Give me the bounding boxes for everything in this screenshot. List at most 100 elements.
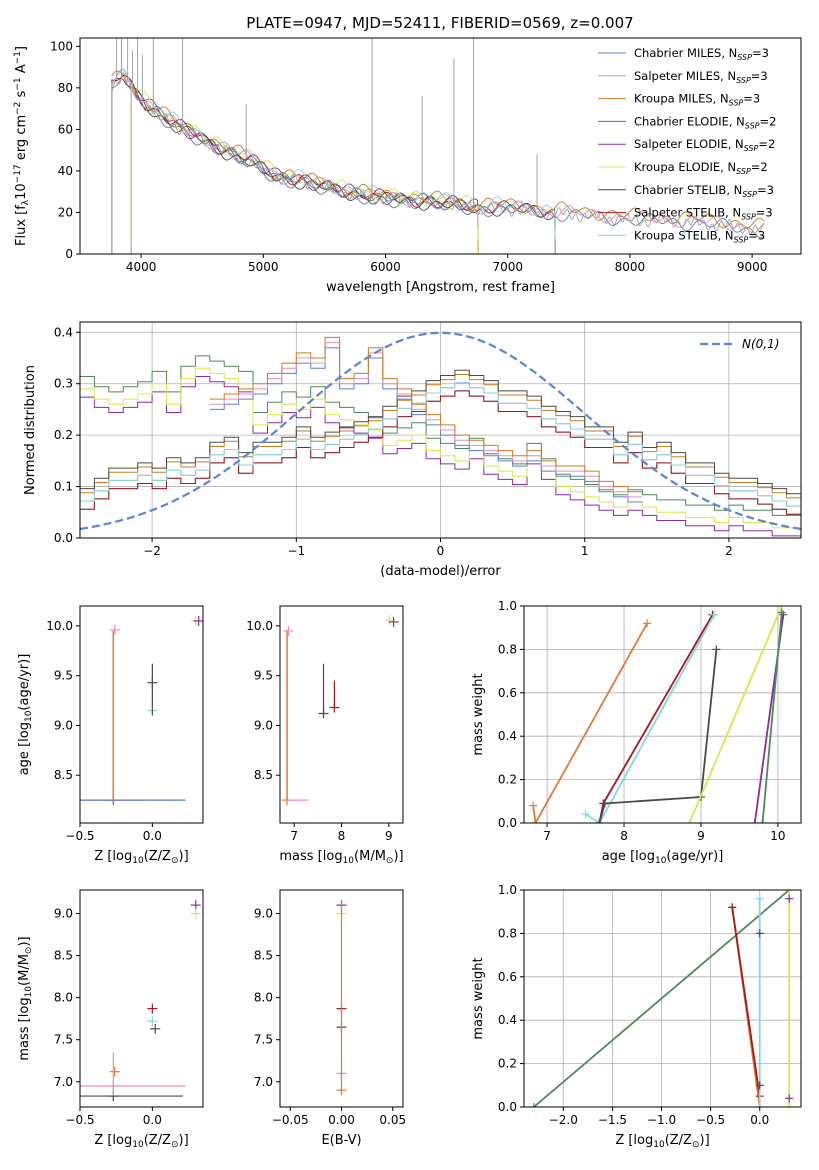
legend-label: Chabrier ELODIE, NSSP=2 (634, 114, 776, 130)
legend-suffix: =3 (743, 92, 760, 106)
y-tick-label: 1.0 (498, 883, 517, 897)
y-tick-label: 9.0 (54, 718, 73, 732)
legend-suffix: =3 (752, 46, 769, 60)
y-tick-label: 8.0 (254, 991, 273, 1005)
label-part: Z [log (94, 849, 132, 864)
series-line (761, 612, 783, 823)
y-tick-label: 60 (58, 122, 73, 136)
label-part: )] (17, 936, 32, 946)
legend-label: Chabrier STELIB, NSSP=3 (634, 183, 774, 199)
y-tick-label: 0.4 (54, 325, 73, 339)
legend-sub: SSP (729, 99, 744, 108)
y-tick-label: 9.0 (254, 718, 273, 732)
plot-area (80, 900, 201, 1102)
x-tick-label: 7000 (492, 260, 523, 274)
y-tick-label: 10.0 (46, 619, 73, 633)
label-part: −1 (13, 77, 23, 90)
figure-title: PLATE=0947, MJD=52411, FIBERID=0569, z=0… (246, 14, 633, 32)
y-tick-label: 80 (58, 81, 73, 95)
x-tick-label: −0.5 (65, 829, 94, 843)
x-tick-label: 0.0 (750, 1113, 769, 1127)
y-tick-label: 7.0 (254, 1075, 273, 1089)
legend-suffix: =3 (756, 206, 773, 220)
legend-sub: SSP (736, 167, 751, 176)
label-part: Normed distribution (23, 365, 38, 495)
x-tick-label: −1.0 (647, 1113, 676, 1127)
label-part: E(B-V) (321, 1133, 361, 1148)
legend-sub: SSP (736, 76, 751, 85)
x-tick-label: −0.05 (272, 1113, 309, 1127)
y-tick-label: 100 (50, 39, 73, 53)
series-line (532, 622, 648, 823)
y-tick-label: 7.5 (54, 1033, 73, 1047)
legend-text: Chabrier STELIB, N (634, 183, 742, 197)
label-part: )] (700, 1133, 710, 1148)
label-part: s (14, 90, 29, 101)
legend-text: Kroupa MILES, N (634, 92, 729, 106)
legend-sub: SSP (741, 213, 756, 222)
label-part: )] (179, 849, 189, 864)
label-part: (Z/Z (144, 849, 171, 864)
label-part: )] (393, 849, 403, 864)
label-part: (Z/Z (665, 1133, 692, 1148)
x-tick-label: 0.05 (379, 1113, 406, 1127)
observed-spectrum (111, 72, 764, 235)
legend-sub: SSP (737, 53, 752, 62)
y-tick-label: 0.8 (498, 642, 517, 656)
y-axis-label: mass weight (471, 673, 486, 755)
x-tick-label: 9000 (737, 260, 768, 274)
axes-frame (523, 605, 802, 824)
label-part: ] (14, 46, 29, 51)
y-tick-label: 7.5 (254, 1033, 273, 1047)
model-spectrum (130, 86, 479, 254)
label-part: age [log (17, 722, 32, 775)
legend-label: Kroupa ELODIE, NSSP=2 (634, 160, 768, 176)
x-tick-label: 7 (290, 829, 298, 843)
plot-area (282, 614, 399, 806)
x-tick-label: 8000 (615, 260, 646, 274)
y-tick-label: 0 (65, 247, 73, 261)
plot-area (529, 606, 788, 823)
x-tick-label: 8 (620, 829, 628, 843)
x-axis-label: wavelength [Angstrom, rest frame] (326, 280, 555, 295)
y-tick-label: 0.2 (498, 1057, 517, 1071)
x-tick-label: 2 (725, 544, 733, 558)
label-part: −17 (13, 164, 23, 183)
y-tick-label: 40 (58, 164, 73, 178)
legend-label: Chabrier MILES, NSSP=3 (634, 46, 769, 62)
y-tick-label: 0.0 (498, 816, 517, 830)
chart-mass_vs_Z: −0.5 0.07.07.58.08.59.0Z [log10(Z/Z⊙)]mas… (17, 889, 204, 1150)
legend-suffix: =2 (758, 137, 775, 151)
legend-suffix: =2 (760, 114, 777, 128)
legend-sub: SSP (744, 144, 759, 153)
legend-suffix: =3 (748, 228, 765, 242)
y-tick-label: 0.6 (498, 686, 517, 700)
axes-frame (79, 889, 204, 1108)
model-spectrum (111, 74, 556, 254)
label-part: λ (21, 199, 31, 205)
y-tick-label: 8.5 (254, 768, 273, 782)
y-tick-label: 0.4 (498, 729, 517, 743)
label-part: 10 (343, 856, 355, 866)
axes-frame (79, 321, 802, 539)
y-tick-label: 9.5 (254, 669, 273, 683)
axes-frame (79, 37, 802, 255)
y-tick-label: 9.5 (54, 669, 73, 683)
series-line (585, 614, 715, 823)
legend-text: Salpeter ELODIE, N (634, 137, 744, 151)
y-tick-label: 0.6 (498, 970, 517, 984)
y-axis-label: Flux [fλ10−17 erg cm−2 s−1 A−1] (13, 46, 31, 246)
y-tick-label: 8.5 (254, 949, 273, 963)
x-tick-label: 4000 (126, 260, 157, 274)
series-line (688, 606, 783, 823)
y-tick-label: 0.8 (498, 926, 517, 940)
label-part: wavelength [Angstrom, rest frame] (326, 280, 555, 295)
x-tick-label: 10 (770, 829, 785, 843)
plot-area (80, 331, 801, 537)
x-axis-label: Z [log10(Z/Z⊙)] (94, 849, 188, 866)
y-tick-label: 9.0 (54, 907, 73, 921)
label-part: ⊙ (24, 947, 34, 955)
y-axis-label: Normed distribution (23, 365, 38, 495)
legend-label: N(0,1) (742, 337, 779, 351)
